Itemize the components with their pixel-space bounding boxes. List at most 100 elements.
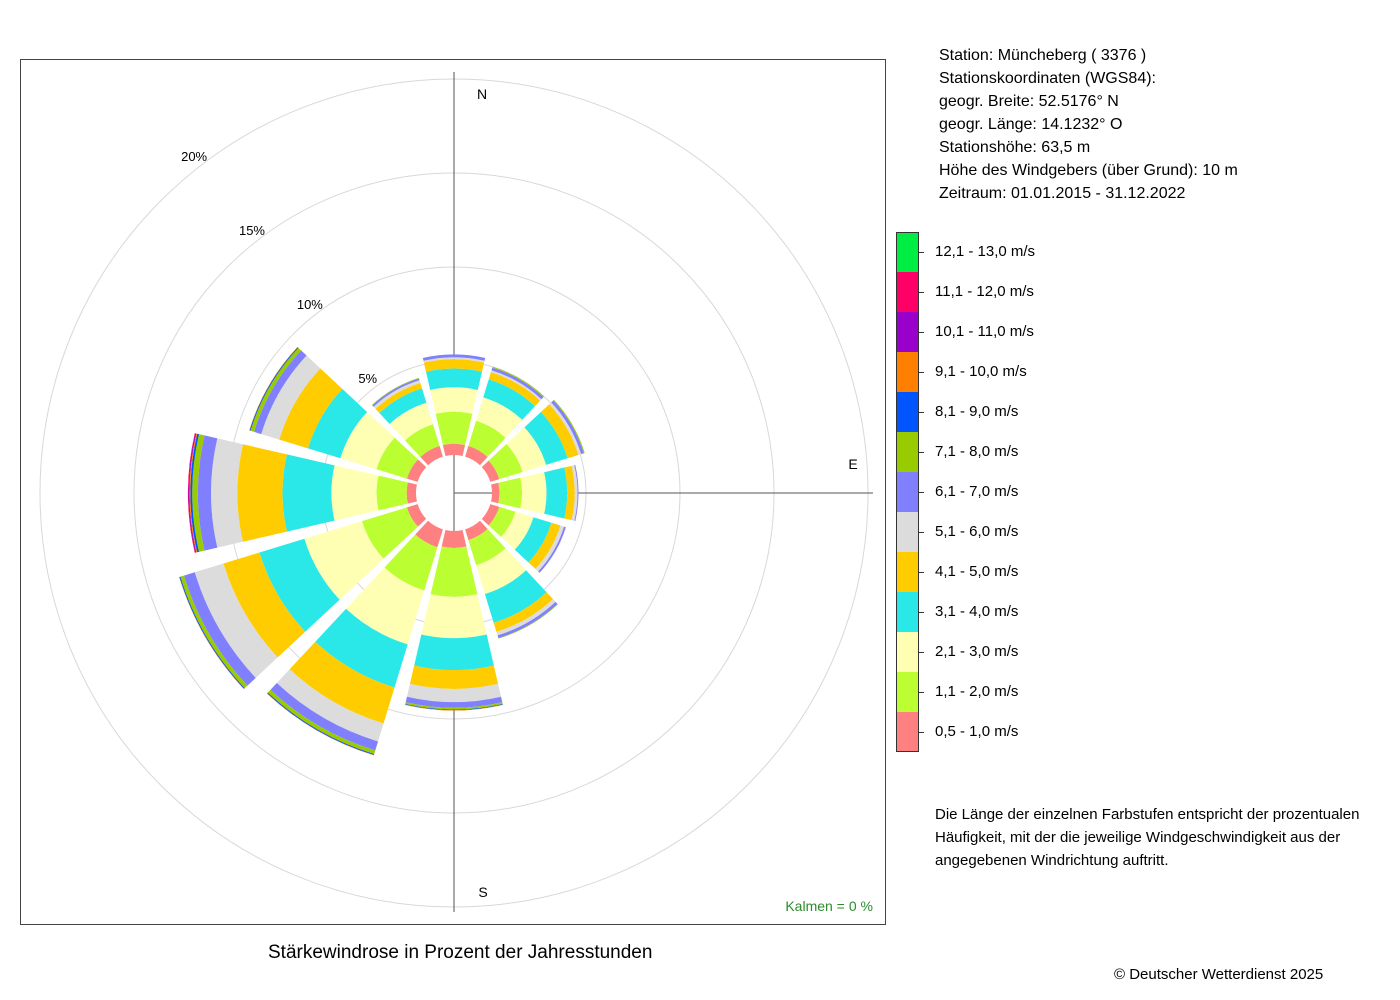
legend-item: 10,1 - 11,0 m/s — [896, 312, 1056, 352]
legend-item: 2,1 - 3,0 m/s — [896, 632, 1056, 672]
windrose-segment — [373, 380, 421, 409]
windrose-segment — [261, 355, 321, 440]
windrose-segment — [289, 641, 395, 724]
windrose-segment — [340, 411, 395, 470]
windrose-segment — [488, 506, 516, 537]
windrose-segment — [520, 472, 547, 514]
windrose-segment — [267, 689, 376, 755]
windrose-segment — [331, 465, 379, 521]
legend-item: 6,1 - 7,0 m/s — [896, 472, 1056, 512]
windrose-segment — [476, 397, 523, 438]
windrose-segment — [421, 594, 487, 639]
compass-label: S — [478, 884, 487, 900]
windrose-segment — [481, 504, 500, 526]
windrose-chart: 5% 10% 15% 20% N E S — [39, 72, 873, 912]
legend-label: 10,1 - 11,0 m/s — [935, 323, 1034, 340]
windrose-segment — [409, 665, 499, 689]
windrose-segment — [405, 704, 503, 711]
windrose-segment — [282, 454, 335, 532]
windrose-segment — [571, 465, 578, 521]
windrose-segment — [514, 517, 552, 563]
windrose-segment — [187, 433, 196, 553]
legend-swatch — [896, 352, 919, 392]
station-name: Station: Müncheberg ( 3376 ) — [939, 47, 1147, 64]
windrose-segment — [506, 427, 547, 472]
legend-label: 11,1 - 12,0 m/s — [935, 283, 1034, 300]
calms-value: 0 % — [848, 898, 873, 914]
windrose-segment — [551, 400, 584, 455]
calms-readout: Kalmen = 0 % — [785, 898, 873, 914]
windrose-segment — [315, 608, 408, 688]
windrose-segment — [372, 378, 420, 407]
windrose-segment — [535, 525, 565, 572]
legend-swatch — [896, 472, 919, 512]
legend-tick — [919, 612, 924, 613]
windrose-segment — [442, 443, 466, 456]
legend-swatch — [896, 552, 919, 592]
windrose-segment — [307, 388, 368, 459]
legend-tick — [919, 532, 924, 533]
windrose-segment — [465, 445, 488, 466]
windrose-segment — [406, 683, 502, 703]
chart-title: Stärkewindrose in Prozent der Jahresstun… — [268, 942, 653, 963]
windrose-segment — [538, 526, 566, 573]
windrose-segment — [376, 437, 418, 479]
legend-tick — [919, 652, 924, 653]
windrose-segment — [422, 354, 486, 361]
windrose-segment — [276, 669, 384, 742]
windrose-segment — [194, 563, 278, 678]
legend-item: 12,1 - 13,0 m/s — [896, 232, 1056, 272]
legend-label: 5,1 - 6,0 m/s — [935, 523, 1019, 540]
legend-label: 7,1 - 8,0 m/s — [935, 443, 1019, 460]
legend-tick — [919, 732, 924, 733]
windrose-segment — [468, 420, 506, 457]
windrose-segment — [190, 433, 199, 553]
windrose-segment — [304, 521, 384, 600]
ring-label: 20% — [181, 149, 207, 164]
windrose-segment — [405, 424, 440, 457]
windrose-segment — [414, 634, 494, 671]
windrose-segment — [574, 464, 579, 522]
copyright-notice: © Deutscher Wetterdienst 2025 — [1114, 966, 1324, 983]
legend-swatch — [896, 512, 919, 552]
legend-item: 4,1 - 5,0 m/s — [896, 552, 1056, 592]
windrose-segment — [501, 511, 534, 550]
windrose-segment — [423, 357, 485, 363]
legend-swatch — [896, 272, 919, 312]
legend-label: 4,1 - 5,0 m/s — [935, 563, 1019, 580]
compass-label: N — [477, 86, 487, 102]
compass-label: E — [848, 456, 857, 472]
speed-legend: 12,1 - 13,0 m/s 11,1 - 12,0 m/s 10,1 - 11,… — [896, 232, 1056, 752]
legend-swatch — [896, 432, 919, 472]
windrose-segment — [254, 350, 307, 435]
legend-label: 2,1 - 3,0 m/s — [935, 643, 1019, 660]
windrose-segment — [491, 482, 500, 504]
legend-tick — [919, 372, 924, 373]
legend-label: 9,1 - 10,0 m/s — [935, 363, 1027, 380]
windrose-plot-area: 5% 10% 15% 20% N E S Kalmen = 0 % — [20, 59, 886, 925]
windrose-segment — [425, 368, 483, 391]
legend-item: 9,1 - 10,0 m/s — [896, 352, 1056, 392]
calms-label: Kalmen = — [785, 898, 845, 914]
legend-tick — [919, 492, 924, 493]
windrose-segment — [488, 372, 541, 407]
windrose-segment — [376, 475, 408, 511]
legend-label: 8,1 - 9,0 m/s — [935, 403, 1019, 420]
windrose-segment — [223, 552, 306, 658]
legend-item: 5,1 - 6,0 m/s — [896, 512, 1056, 552]
windrose-segment — [528, 522, 561, 569]
legend-item: 8,1 - 9,0 m/s — [896, 392, 1056, 432]
windrose-segment — [549, 402, 582, 455]
legend-item: 11,1 - 12,0 m/s — [896, 272, 1056, 312]
station-longitude: geogr. Länge: 14.1232° O — [939, 116, 1123, 133]
windrose-segment — [468, 529, 506, 566]
legend-item: 3,1 - 4,0 m/s — [896, 592, 1056, 632]
windrose-segment — [415, 520, 443, 548]
windrose-segment — [237, 444, 287, 542]
legend-tick — [919, 332, 924, 333]
legend-item: 0,5 - 1,0 m/s — [896, 712, 1056, 752]
windrose-segment — [188, 433, 197, 553]
windrose-segment — [346, 567, 425, 645]
legend-tick — [919, 692, 924, 693]
windrose-segment — [420, 445, 443, 466]
